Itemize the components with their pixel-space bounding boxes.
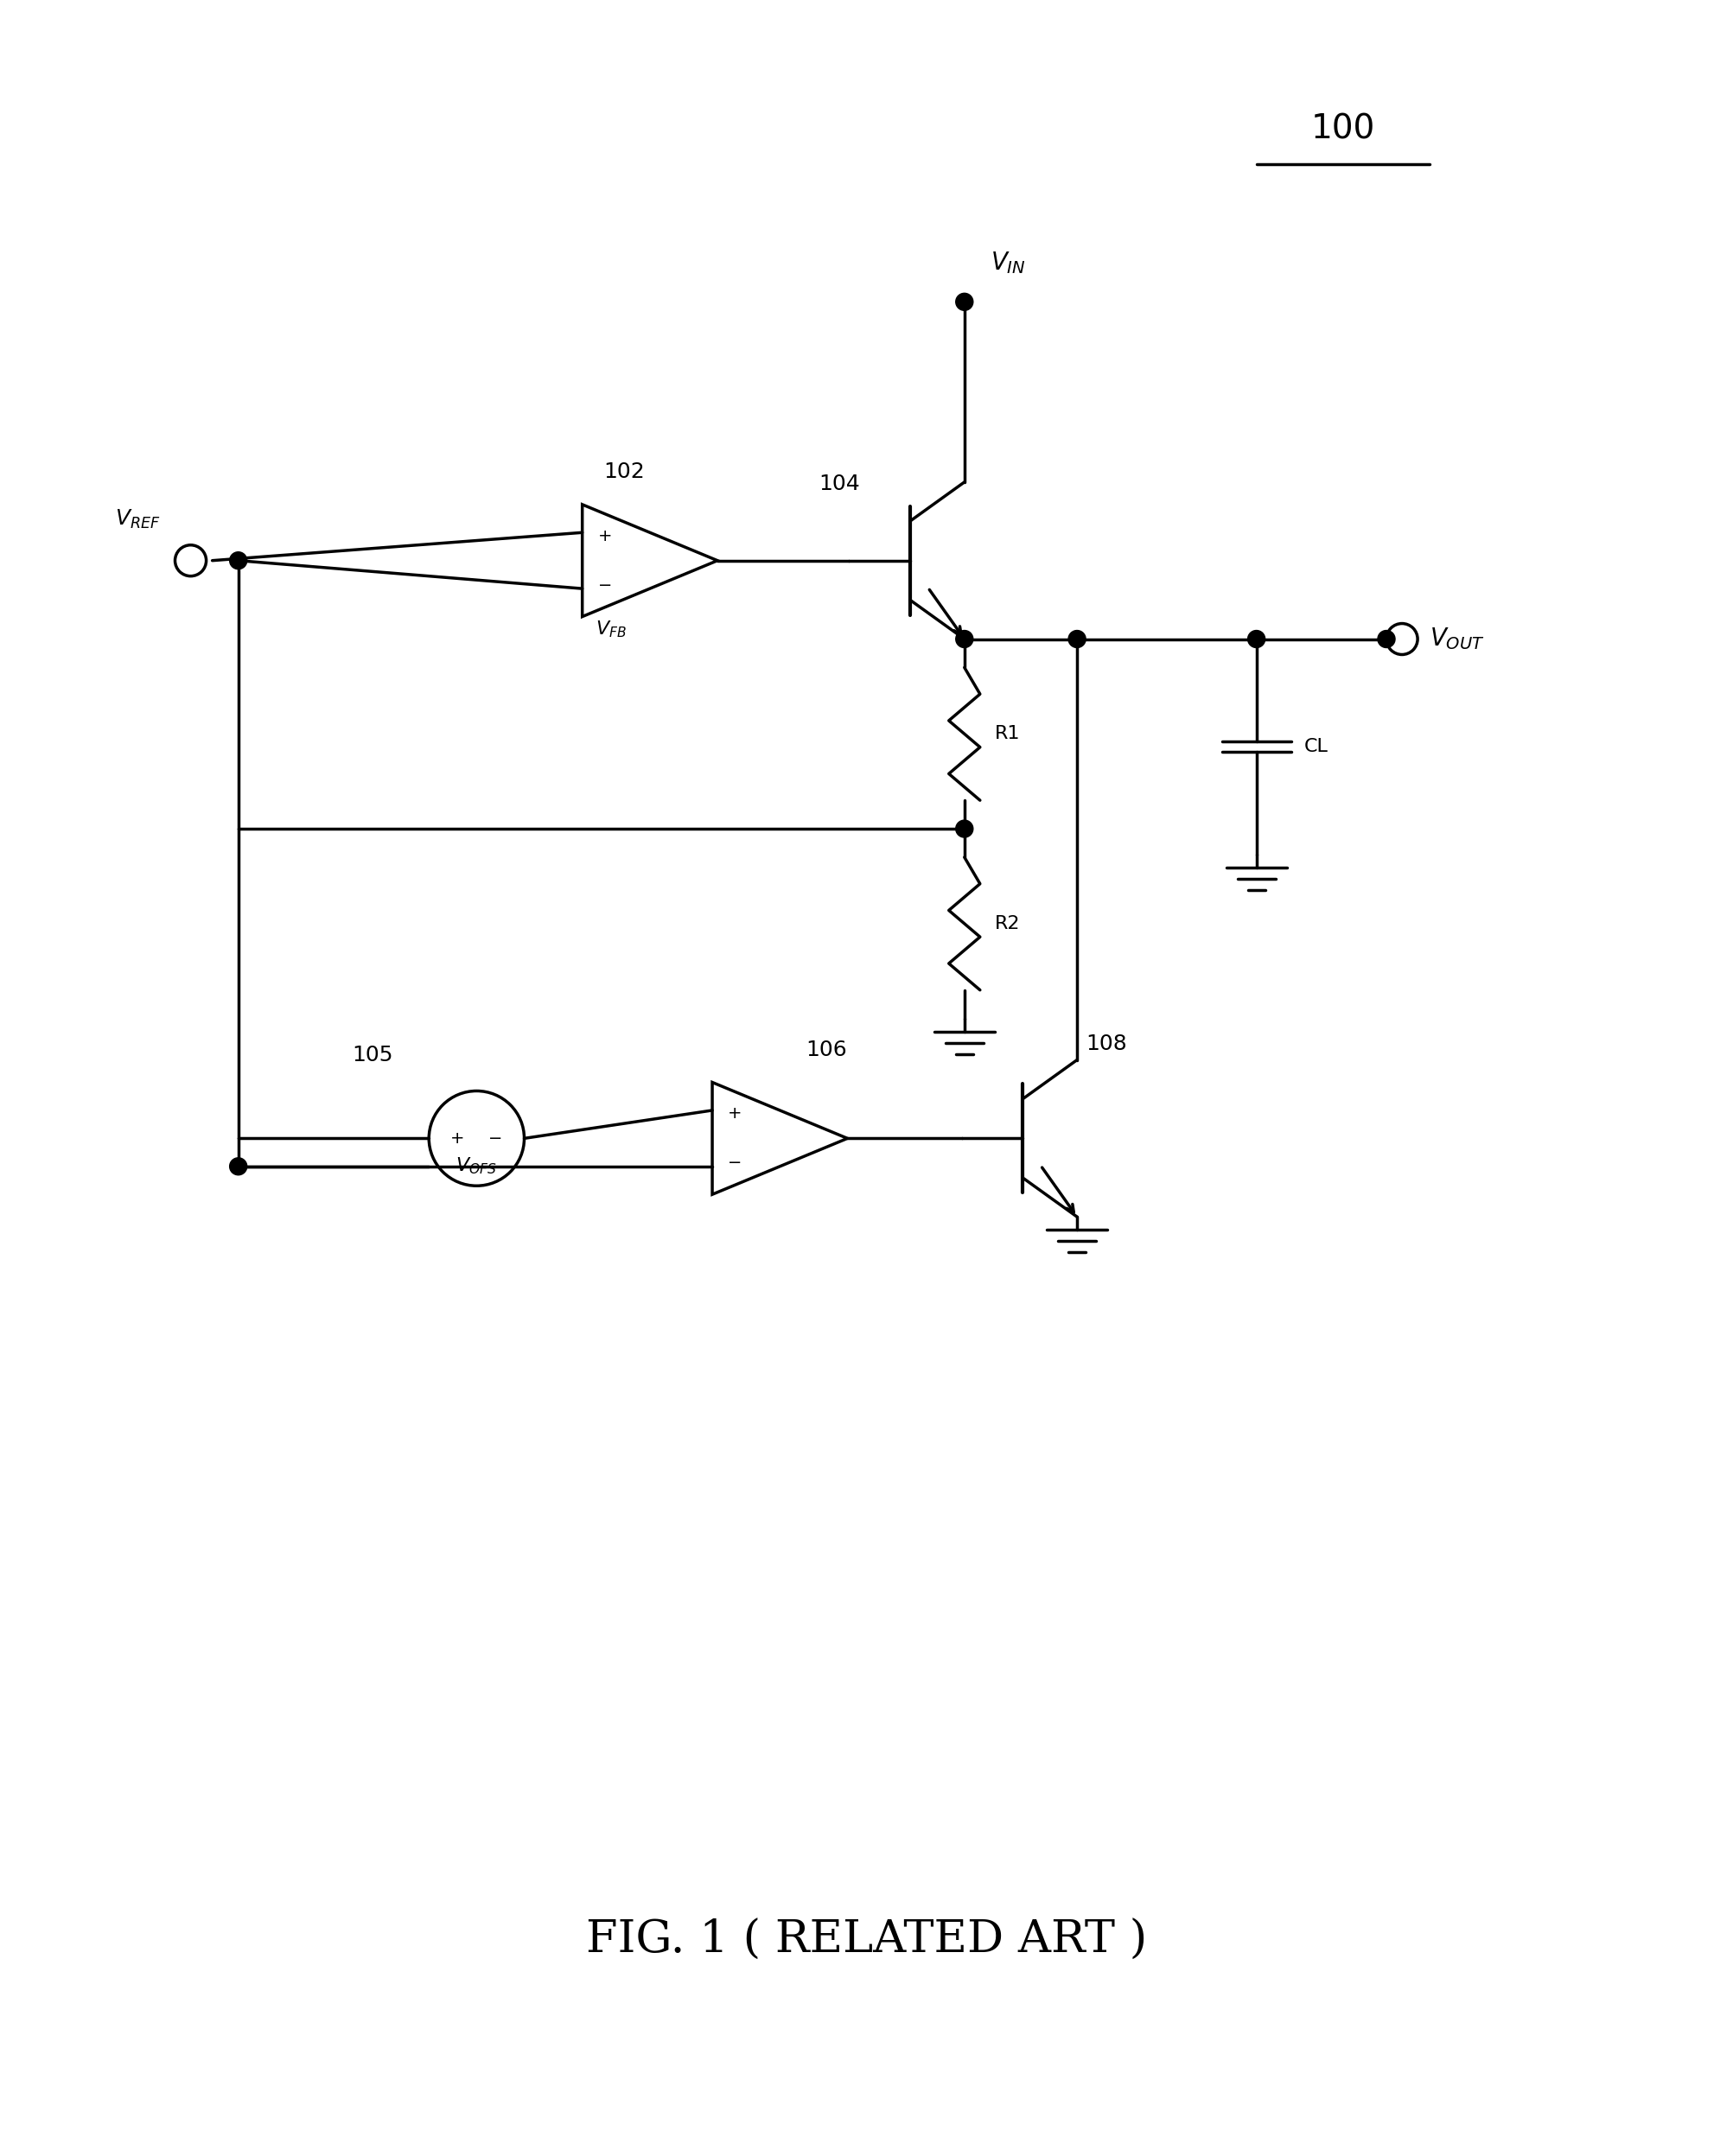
Circle shape xyxy=(955,819,974,837)
Text: 106: 106 xyxy=(806,1039,847,1061)
Circle shape xyxy=(1248,630,1265,647)
Text: CL: CL xyxy=(1303,737,1327,755)
Text: +: + xyxy=(598,528,612,543)
Text: 104: 104 xyxy=(818,474,860,494)
Text: 100: 100 xyxy=(1310,112,1376,147)
Text: FIG. 1 ( RELATED ART ): FIG. 1 ( RELATED ART ) xyxy=(586,1919,1147,1962)
Text: +: + xyxy=(451,1130,464,1147)
Text: −: − xyxy=(598,578,612,593)
Text: $V_{REF}$: $V_{REF}$ xyxy=(114,507,161,530)
Text: R2: R2 xyxy=(995,914,1021,931)
Text: $V_{OUT}$: $V_{OUT}$ xyxy=(1430,625,1485,651)
Text: +: + xyxy=(728,1106,742,1121)
Text: 105: 105 xyxy=(352,1044,393,1065)
Circle shape xyxy=(229,552,246,569)
Text: R1: R1 xyxy=(995,724,1021,742)
Text: 108: 108 xyxy=(1087,1033,1128,1054)
Circle shape xyxy=(1378,630,1395,647)
Circle shape xyxy=(1068,630,1085,647)
Text: $V_{FB}$: $V_{FB}$ xyxy=(596,619,626,638)
Text: $V_{IN}$: $V_{IN}$ xyxy=(991,250,1026,276)
Circle shape xyxy=(955,630,974,647)
Text: 102: 102 xyxy=(603,461,645,483)
Circle shape xyxy=(955,293,974,310)
Text: $V_{OFS}$: $V_{OFS}$ xyxy=(456,1156,497,1175)
Text: −: − xyxy=(489,1130,503,1147)
Text: −: − xyxy=(728,1156,742,1171)
Circle shape xyxy=(229,1158,246,1175)
